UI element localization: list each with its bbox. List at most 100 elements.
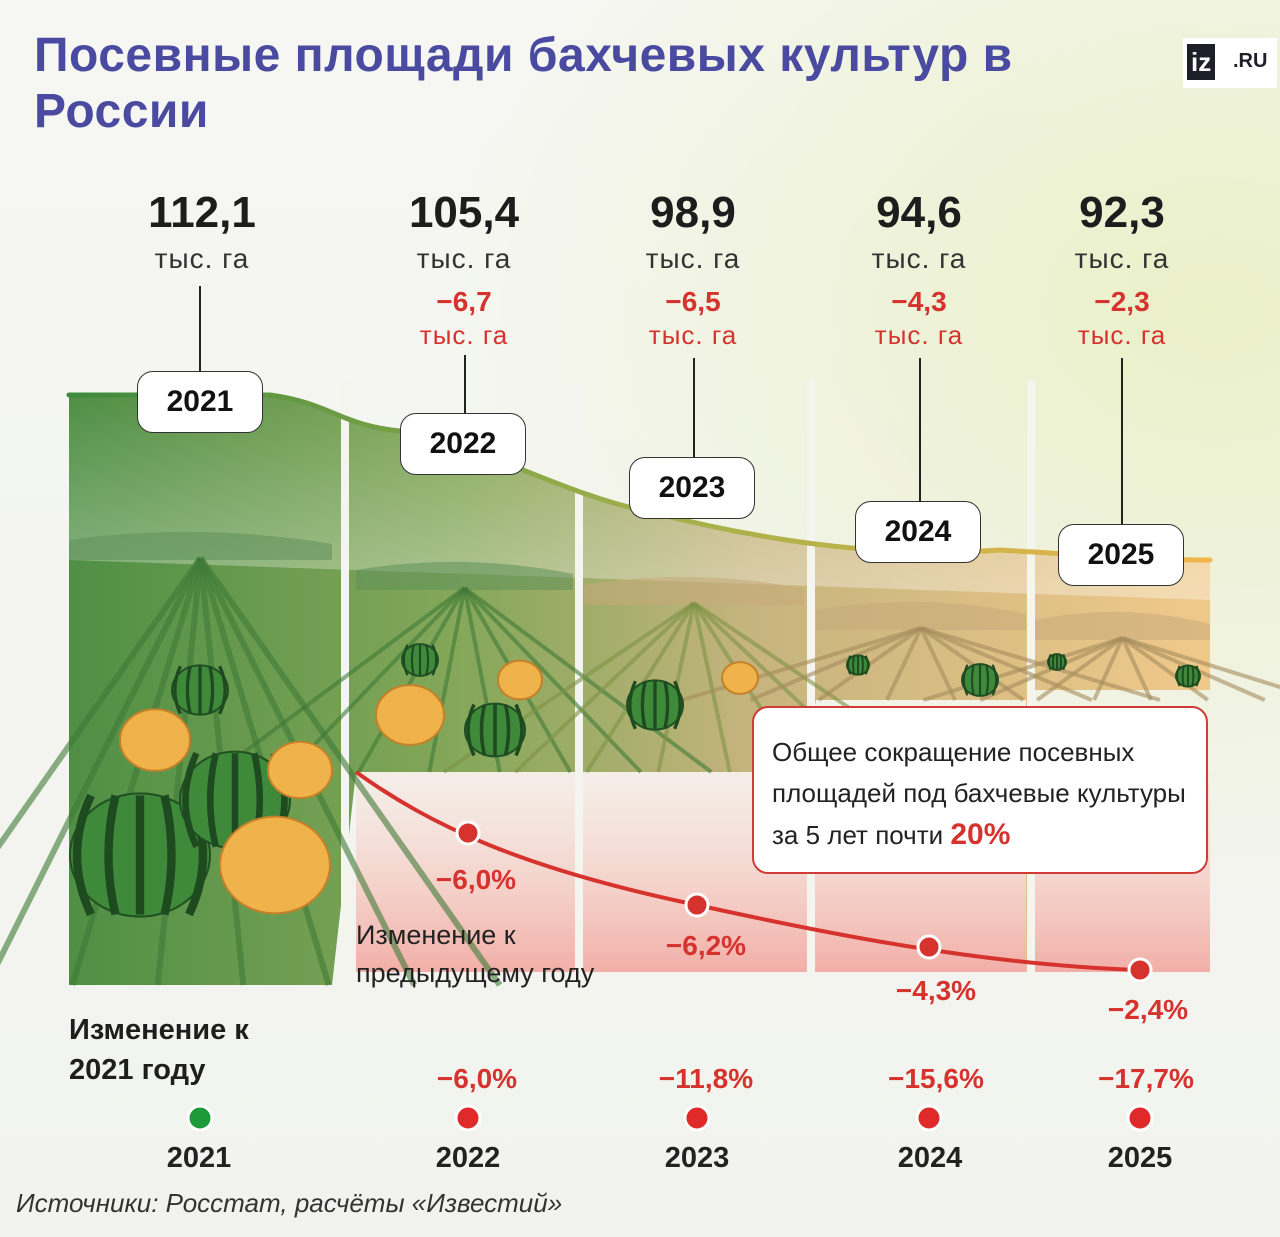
watermelon-icon-1-stripe (104, 794, 120, 916)
furrow-2022-3 (356, 587, 467, 773)
timeline-dot-2024 (915, 1104, 943, 1132)
horizon-hill-2022 (356, 561, 573, 590)
timeline-year-2022: 2022 (435, 1142, 501, 1174)
panel-gap-4 (1027, 380, 1035, 1000)
furrow-2022-1 (216, 586, 466, 774)
timeline-dot-2025 (1126, 1104, 1154, 1132)
yoy-dot-2023 (684, 892, 710, 918)
watermelon-icon-10-stripe (1051, 654, 1055, 670)
melon-icon-1 (219, 815, 331, 915)
abs-change-2023: −6,5 (665, 286, 721, 317)
watermelon-icon-6-stripe (640, 680, 647, 730)
value-2024: 94,6 (876, 188, 962, 237)
watermelon-icon-3-stripe (185, 665, 192, 715)
timeline-dot-2022 (454, 1104, 482, 1132)
horizon-hill-2021 (69, 531, 332, 560)
unit-2023: тыс. га (645, 243, 741, 274)
unit-2025: тыс. га (1074, 243, 1170, 274)
value-2023: 98,9 (650, 188, 736, 237)
abs-unit-2025: тыс. га (1077, 320, 1167, 350)
summary-callout: Общее сокращение посевных площадей под б… (752, 706, 1208, 874)
watermelon-icon-10-stripe (1059, 654, 1063, 670)
value-2025: 92,3 (1079, 188, 1165, 237)
panel-gap-1 (341, 380, 349, 1000)
watermelon-icon-5-stripe (402, 644, 409, 676)
watermelon-icon-6-stripe (673, 680, 682, 730)
furrow-2021-2 (0, 556, 204, 966)
watermelon-icon-5-stripe (425, 644, 430, 676)
furrow-2024-7 (920, 626, 1093, 702)
page-title: Посевные площади бахчевых культур в Росс… (34, 29, 1013, 138)
cumulative-caption: Изменение к 2021 году (69, 1014, 249, 1086)
watermelon-icon-3-stripe (218, 665, 227, 715)
watermelon-icon-9-stripe (1176, 665, 1181, 687)
cum-label-2025: −17,7% (1098, 1063, 1194, 1094)
year-pill-2024: 2024 (855, 501, 981, 563)
watermelon-icon-9-stripe (1191, 665, 1195, 687)
summary-text: Общее сокращение посевных площадей под б… (772, 737, 1186, 850)
yoy-dot-2025 (1127, 957, 1153, 983)
watermelon-icon-4-stripe (479, 704, 487, 756)
yoy-dot-2024 (916, 934, 942, 960)
furrow-2025-6 (1121, 636, 1209, 702)
furrow-2025-3 (1036, 636, 1124, 702)
watermelon-icon-7-stripe (985, 664, 990, 696)
yoy-label-2024: −4,3% (895, 975, 977, 1006)
timeline-year-2021: 2021 (166, 1142, 232, 1174)
source-note: Источники: Росстат, расчёты «Известий» (16, 1188, 563, 1218)
melon-icon-5 (497, 659, 543, 701)
watermelon-icon-7-stripe (962, 664, 969, 696)
watermelon-icon-4-stripe (466, 703, 476, 757)
furrow-2022-7 (463, 586, 643, 774)
unit-2024: тыс. га (871, 243, 967, 274)
cum-label-2024: −15,6% (888, 1063, 984, 1094)
abs-unit-2022: тыс. га (419, 320, 509, 350)
furrow-2021-1 (0, 556, 203, 850)
watermelon-icon-9-stripe (1181, 665, 1185, 687)
furrow-2024-5 (919, 627, 957, 701)
watermelon-icon-8-stripe (864, 655, 869, 675)
yoy-label-2022: −6,0% (435, 864, 517, 895)
year-pill-2021: 2021 (137, 371, 263, 433)
horizon-hill-2024 (816, 601, 1026, 630)
cum-label-2023: −11,8% (658, 1063, 754, 1094)
furrow-2025-1 (922, 636, 1124, 702)
watermelon-icon-7-stripe (991, 664, 998, 696)
year-pill-2022: 2022 (400, 413, 526, 475)
watermelon-icon-8-stripe (860, 655, 864, 675)
watermelon-icon-9-stripe (1195, 665, 1200, 687)
horizon-hill-2025 (1035, 611, 1210, 640)
furrow-2023-2 (513, 601, 696, 774)
watermelon-icon-1-stripe (160, 794, 176, 916)
logo-suffix: .RU (1233, 50, 1268, 72)
watermelon-icon-2-stripe (206, 752, 219, 848)
timeline-year-2023: 2023 (664, 1142, 730, 1174)
abs-change-2025: −2,3 (1094, 286, 1150, 317)
unit-2022: тыс. га (416, 243, 512, 274)
unit-2021: тыс. га (154, 243, 250, 274)
furrow-2025-4 (1092, 637, 1125, 701)
abs-unit-2023: тыс. га (648, 320, 738, 350)
watermelon-icon-4-stripe (503, 704, 511, 756)
furrow-2024-2 (749, 626, 922, 702)
panel-gap-3 (807, 380, 815, 1000)
watermelon-icon-3-stripe (173, 665, 182, 715)
melon-icon-2 (119, 708, 191, 772)
melon-icon-3 (267, 740, 333, 800)
watermelon-icon-4-stripe (514, 703, 524, 757)
furrow-2024-1 (681, 626, 922, 702)
panel-gap-2 (575, 380, 583, 1000)
furrow-2021-3 (69, 557, 204, 986)
melon-icon-4 (375, 684, 445, 746)
abs-unit-2024: тыс. га (874, 320, 964, 350)
timeline-year-2024: 2024 (897, 1142, 963, 1174)
watermelon-icon-5-stripe (410, 644, 415, 676)
timeline-year-2025: 2025 (1107, 1142, 1173, 1174)
furrow-2024-4 (885, 627, 923, 701)
watermelon-icon-8-stripe (852, 655, 856, 675)
yoy-caption: Изменение к предыдущему году (356, 920, 595, 988)
yoy-dot-2022 (455, 820, 481, 846)
iz-logo: iz .RU (1183, 38, 1277, 88)
furrow-2022-8 (463, 586, 713, 774)
